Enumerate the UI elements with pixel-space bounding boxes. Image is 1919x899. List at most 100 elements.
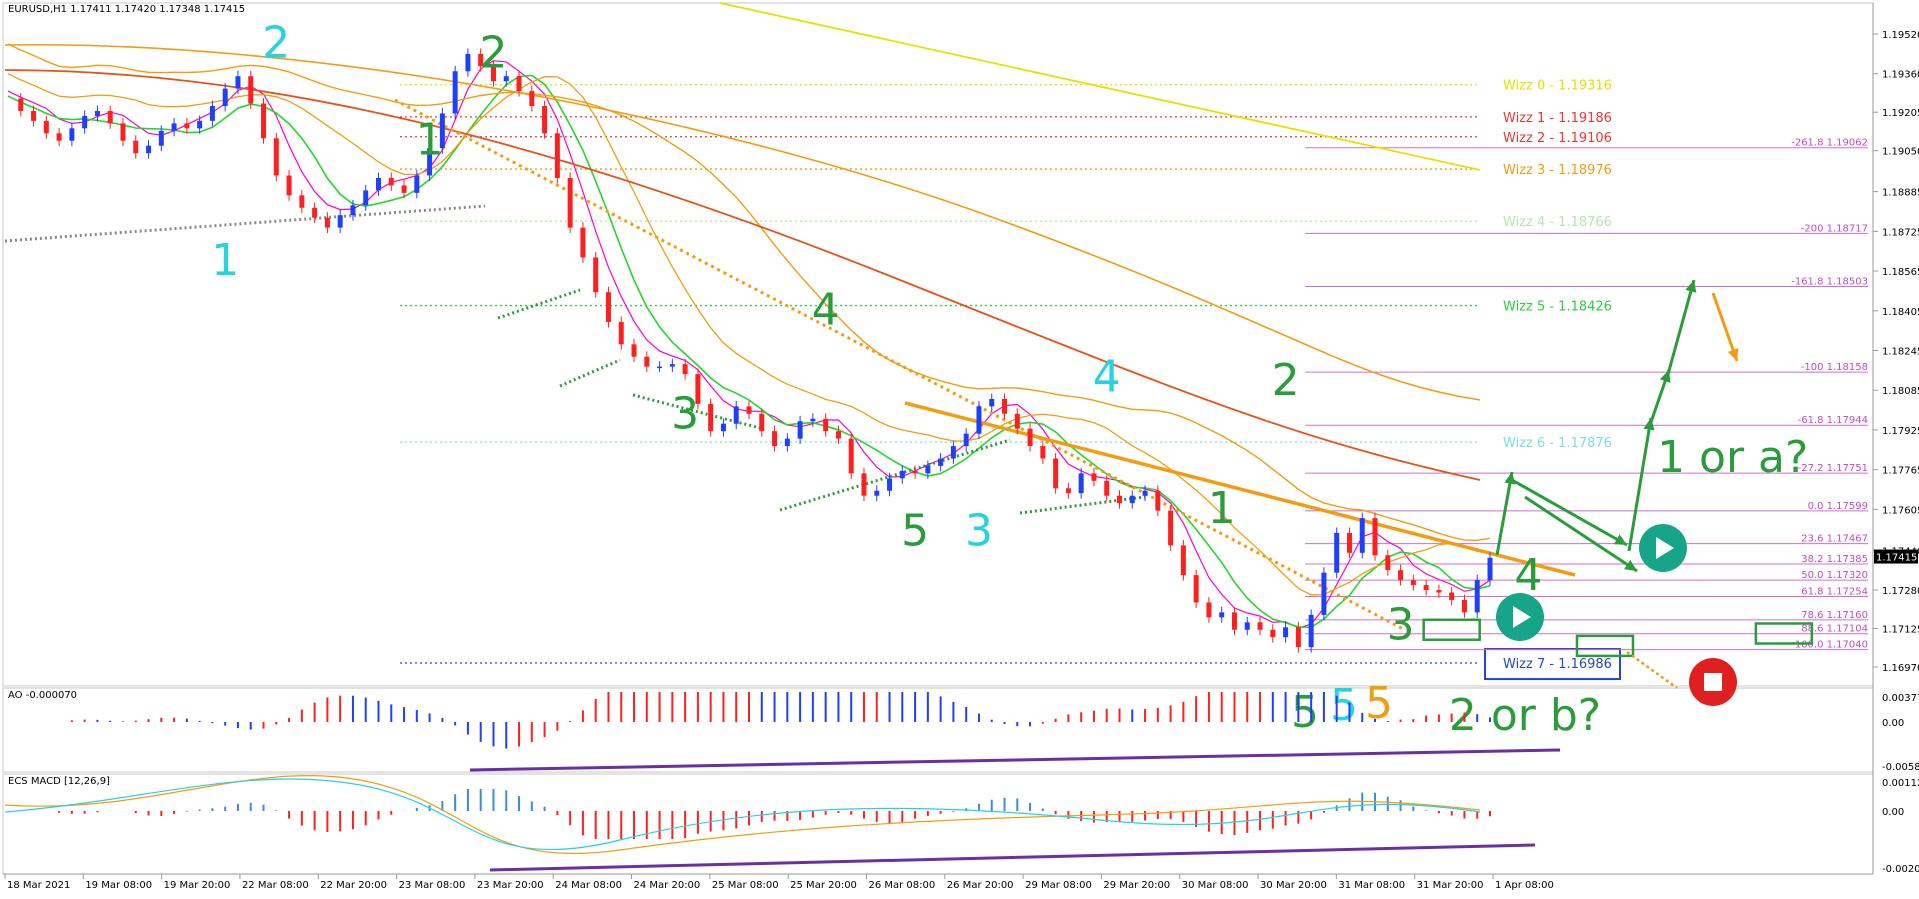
fib-level-label: 78.6 1.17160 xyxy=(1801,610,1868,621)
y-tick-label: 1.19520 xyxy=(1882,30,1919,41)
candle-body xyxy=(1270,629,1276,638)
wizz-level-label: Wizz 4 - 1.18766 xyxy=(1503,215,1612,230)
green-dotted-support-line xyxy=(559,358,621,388)
x-tick-label: 31 Mar 08:00 xyxy=(1338,880,1405,891)
candle-body xyxy=(976,406,982,434)
candle-body xyxy=(784,438,790,447)
play-icon-triangle xyxy=(1656,537,1674,559)
x-tick-label: 29 Mar 08:00 xyxy=(1025,880,1092,891)
candle-body xyxy=(1474,580,1480,613)
y-tick-label: 1.18565 xyxy=(1882,267,1919,278)
projection-arrow-head xyxy=(1624,559,1637,571)
candle-body xyxy=(580,227,586,258)
candle-body xyxy=(1091,473,1097,481)
projection-arrow xyxy=(1665,279,1696,379)
x-tick-label: 1 Apr 08:00 xyxy=(1495,880,1554,891)
candle-body xyxy=(1104,480,1110,496)
candle-body xyxy=(1231,612,1237,630)
support-box xyxy=(1754,622,1814,645)
candle-body xyxy=(1410,580,1416,586)
candle-body xyxy=(695,374,701,404)
candle-body xyxy=(1027,428,1033,447)
candle-body xyxy=(1014,413,1020,429)
candle-body xyxy=(1129,495,1135,504)
moving-averages xyxy=(4,2,1491,629)
wave-label: 2 xyxy=(262,18,290,69)
fib-level-label: -200 1.18717 xyxy=(1801,223,1868,234)
wave-label: 2 xyxy=(1272,355,1300,406)
candle-body xyxy=(925,465,931,474)
candle-body xyxy=(1283,627,1289,638)
wizz-level-label: Wizz 7 - 1.16986 xyxy=(1503,657,1612,672)
projection-arrow xyxy=(1495,471,1514,556)
y-tick-label: 1.18405 xyxy=(1882,307,1919,318)
y-tick-label: 1.19050 xyxy=(1882,147,1919,158)
candle-body xyxy=(1423,585,1429,591)
fib-level-label: -100 1.18158 xyxy=(1801,362,1868,373)
candle-body xyxy=(861,473,867,496)
candle-body xyxy=(273,138,279,176)
y-tick-label: 1.19360 xyxy=(1882,70,1919,81)
candle-body xyxy=(938,458,944,466)
candle-body xyxy=(899,470,905,479)
candle-body xyxy=(746,406,752,414)
candle-body xyxy=(197,120,203,129)
x-tick-label: 22 Mar 08:00 xyxy=(242,880,309,891)
candle-body xyxy=(1078,473,1084,494)
candle-body xyxy=(1040,446,1046,459)
candle-body xyxy=(261,103,267,139)
candle-body xyxy=(388,177,394,186)
wave-label: 1 xyxy=(1208,483,1236,534)
candle-body xyxy=(452,71,458,114)
candle-body xyxy=(720,423,726,432)
macd-divergence-line xyxy=(489,843,1536,872)
candle-body xyxy=(69,128,75,141)
macd-histogram xyxy=(4,774,1536,872)
x-tick-label: 30 Mar 08:00 xyxy=(1182,880,1249,891)
candle-body xyxy=(248,76,254,104)
x-tick-label: 29 Mar 20:00 xyxy=(1103,880,1170,891)
y-tick-label: 1.17925 xyxy=(1882,426,1919,437)
candle-body xyxy=(1487,557,1493,581)
fib-level-label: 0.0 1.17599 xyxy=(1808,501,1868,512)
projection-arrow-orange-dotted xyxy=(1626,650,1678,690)
fib-level-label: 38.2 1.17385 xyxy=(1801,554,1868,565)
candle-body xyxy=(1372,518,1378,556)
candle-body xyxy=(324,217,330,228)
ao-tick-label: -0.005808 xyxy=(1882,762,1919,773)
wizz-level-label: Wizz 0 - 1.19316 xyxy=(1503,79,1612,94)
y-tick-label: 1.17605 xyxy=(1882,505,1919,516)
moving-average-line xyxy=(7,73,1491,596)
moving-average-line xyxy=(7,43,1491,542)
ao-tick-label: 0.003778 xyxy=(1882,693,1919,704)
wave-label: 2 xyxy=(479,28,507,79)
ao-tick-label: 0.00 xyxy=(1882,718,1904,729)
projection-arrow-head xyxy=(1685,280,1697,293)
wave-label-ao: 2 or b? xyxy=(1449,690,1601,741)
fib-level-label: -261.8 1.19062 xyxy=(1791,138,1868,149)
fib-level-label: 50.0 1.17320 xyxy=(1801,570,1868,581)
wizz-level-label: Wizz 5 - 1.18426 xyxy=(1503,300,1612,315)
candle-body xyxy=(1359,518,1365,553)
fib-level-label: -61.8 1.17944 xyxy=(1798,415,1868,426)
y-tick-label: 1.18725 xyxy=(1882,227,1919,238)
candle-body xyxy=(593,257,599,293)
candle-body xyxy=(1308,614,1314,648)
orange-dotted-trendline xyxy=(394,98,1406,632)
green-dotted-support-line xyxy=(1019,495,1146,515)
wave-label: 3 xyxy=(671,389,699,440)
candle-body xyxy=(554,133,560,178)
grey-dotted-support-line xyxy=(4,204,486,243)
projection-arrow-head xyxy=(1614,534,1627,545)
candle-body xyxy=(963,433,969,447)
candle-body xyxy=(503,76,509,82)
candle-body xyxy=(605,292,611,322)
ao-panel xyxy=(2,687,1874,773)
candle-body xyxy=(567,177,573,228)
wave-label: 1 xyxy=(416,114,444,165)
projection-arrow xyxy=(1511,478,1628,547)
wave-label: 3 xyxy=(1387,600,1415,651)
